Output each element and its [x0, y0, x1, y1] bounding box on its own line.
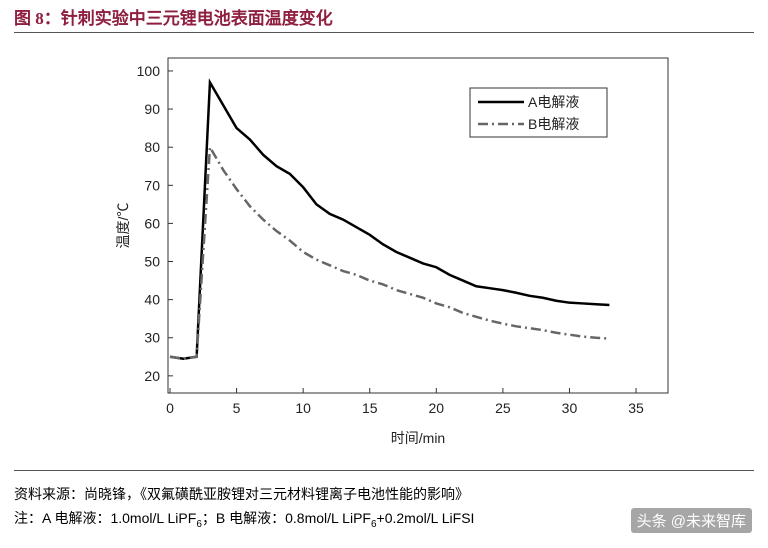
- subscript: 6: [196, 518, 202, 530]
- y-axis-label: 温度/℃: [115, 203, 131, 249]
- x-tick-label: 0: [166, 400, 174, 416]
- rule: [14, 32, 754, 33]
- legend-label: B电解液: [528, 116, 579, 132]
- series-line: [169, 143, 610, 360]
- x-tick-label: 20: [429, 400, 445, 416]
- x-axis-label: 时间/min: [391, 430, 445, 446]
- y-tick-label: 60: [144, 215, 160, 231]
- y-tick-label: 70: [144, 177, 160, 193]
- y-tick-label: 50: [144, 254, 160, 270]
- y-tick-label: 100: [137, 63, 161, 79]
- legend-label: A电解液: [528, 94, 579, 110]
- x-tick-label: 35: [628, 400, 644, 416]
- x-tick-label: 15: [362, 400, 378, 416]
- plot-frame: [167, 57, 669, 394]
- chart: 0 5 10 15 20 25 30 35 20 30 40 50 60 70 80 90 100 时间/min 温…: [115, 57, 669, 446]
- note-text: +0.2mol/L LiFSI: [376, 510, 475, 526]
- figure-title: 图 8：针刺实验中三元锂电池表面温度变化: [14, 9, 333, 28]
- series-line: [169, 78, 610, 360]
- y-tick-label: 90: [144, 101, 160, 117]
- y-tick-label: 80: [144, 139, 160, 155]
- x-tick-label: 25: [495, 400, 511, 416]
- source: 资料来源：尚晓锋，《双氟磺酰亚胺锂对三元材料锂离子电池性能的影响》: [14, 486, 469, 502]
- y-tick-label: 30: [144, 330, 160, 346]
- legend-box: [469, 87, 608, 138]
- watermark: 头条 @未来智库: [630, 508, 752, 533]
- rule: [14, 470, 754, 471]
- note-text: 注：A 电解液：1.0mol/L LiPF: [14, 510, 197, 526]
- note-text: ；B 电解液：0.8mol/L LiPF: [201, 510, 371, 526]
- subscript: 6: [370, 518, 377, 530]
- note: 注：A 电解液：1.0mol/L LiPF6；B 电解液：0.8mol/L Li…: [14, 508, 474, 530]
- x-tick-label: 30: [562, 400, 578, 416]
- y-tick-label: 20: [144, 368, 160, 384]
- x-tick-label: 5: [233, 400, 241, 416]
- x-tick-label: 10: [295, 400, 311, 416]
- y-tick-label: 40: [144, 292, 160, 308]
